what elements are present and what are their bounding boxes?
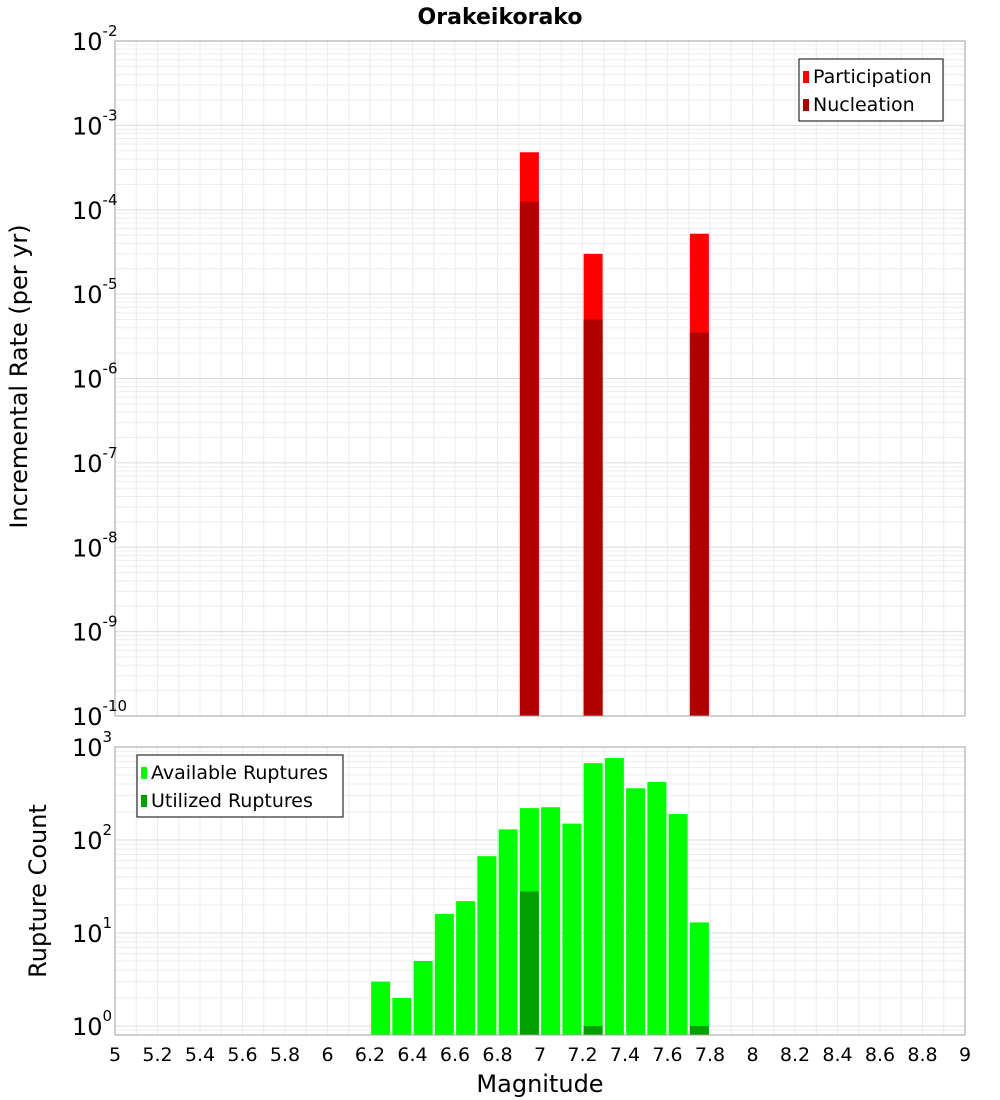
magnitude-x-ticks: 5 5.2 5.4 5.6 5.8 6 6.2 6.4 6.6 6.8 7 7.2 7.4 7.6 7.8 8… — [109, 1044, 971, 1066]
rate-bar-nucleation — [519, 201, 539, 716]
magnitude-x-tick-label: 7 — [534, 1044, 546, 1066]
rate-y-tick-label: 10-3 — [72, 106, 118, 140]
count-bar-available-ruptures — [647, 782, 667, 1035]
rate-bar-nucleation — [689, 332, 709, 716]
count-bar-available-ruptures — [626, 788, 646, 1035]
rate-plot-frame — [114, 40, 966, 717]
count-bar-available-ruptures — [668, 814, 688, 1035]
rate-y-axis-label: Incremental Rate (per yr) — [5, 224, 33, 528]
count-bar-available-ruptures — [604, 758, 624, 1035]
magnitude-x-tick-label: 7.8 — [695, 1044, 725, 1066]
count-y-ticks: 100 101 102 103 — [72, 728, 112, 1041]
magnitude-x-tick-label: 7.2 — [567, 1044, 597, 1066]
count-legend-box — [136, 754, 344, 818]
rate-legend: Participation Nucleation — [798, 58, 944, 122]
count-bar-available-ruptures — [562, 823, 582, 1035]
count-bar-available-ruptures — [371, 981, 391, 1035]
count-y-axis-label: Rupture Count — [24, 804, 52, 978]
magnitude-x-tick-label: 8 — [746, 1044, 758, 1066]
rate-grid — [114, 40, 966, 717]
magnitude-x-tick-label: 8.8 — [907, 1044, 937, 1066]
rate-y-tick-label: 10-5 — [72, 275, 118, 309]
count-y-tick-label: 103 — [72, 728, 112, 762]
count-bar-available-ruptures — [456, 901, 476, 1035]
magnitude-x-tick-label: 9 — [959, 1044, 971, 1066]
count-y-tick-label: 101 — [72, 914, 112, 948]
chart-title: Orakeikorako — [418, 5, 583, 30]
magnitude-x-tick-label: 5 — [109, 1044, 121, 1066]
count-bar-utilized-ruptures — [583, 1025, 603, 1035]
rate-y-tick-label: 10-4 — [72, 191, 118, 225]
count-y-tick-label: 102 — [72, 821, 112, 855]
rate-legend-label: Participation — [813, 66, 932, 88]
rate-bar-nucleation — [583, 319, 603, 716]
magnitude-x-tick-label: 5.2 — [142, 1044, 172, 1066]
count-bar-available-ruptures — [434, 914, 454, 1035]
rate-legend-box — [798, 58, 944, 122]
rate-legend-label: Nucleation — [813, 94, 915, 116]
magnitude-x-tick-label: 6.4 — [397, 1044, 427, 1066]
magnitude-x-tick-label: 8.2 — [780, 1044, 810, 1066]
rate-y-tick-label: 10-10 — [72, 697, 127, 731]
count-bars — [371, 758, 709, 1035]
rate-y-tick-label: 10-9 — [72, 613, 118, 647]
rate-y-tick-label: 10-6 — [72, 360, 118, 394]
rate-bars — [519, 152, 709, 716]
magnitude-x-tick-label: 7.6 — [652, 1044, 682, 1066]
magnitude-x-tick-label: 6.8 — [482, 1044, 512, 1066]
rate-legend-swatch — [803, 99, 809, 111]
count-bar-available-ruptures — [583, 763, 603, 1035]
count-bar-available-ruptures — [477, 856, 497, 1035]
magnitude-x-tick-label: 6.6 — [440, 1044, 470, 1066]
magnitude-x-tick-label: 5.4 — [185, 1044, 215, 1066]
rate-y-tick-label: 10-7 — [72, 444, 118, 478]
count-legend: Available Ruptures Utilized Ruptures — [136, 754, 344, 818]
count-bar-utilized-ruptures — [519, 891, 539, 1035]
magnitude-x-tick-label: 5.8 — [270, 1044, 300, 1066]
rate-legend-swatch — [803, 71, 809, 83]
count-panel: 100 101 102 103 5 5.2 5.4 5.6 5.8 6 6.2 6.4 6.6 6.8 7… — [24, 728, 971, 1098]
magnitude-x-tick-label: 6 — [321, 1044, 333, 1066]
count-legend-swatch — [141, 795, 147, 807]
magnitude-x-tick-label: 8.6 — [865, 1044, 895, 1066]
x-axis-label: Magnitude — [476, 1070, 603, 1098]
count-bar-available-ruptures — [498, 829, 518, 1035]
rate-y-ticks: 10-10 10-9 10-8 10-7 10-6 10-5 10-4 10-3 10-2 — [72, 22, 127, 731]
magnitude-x-tick-label: 5.6 — [227, 1044, 257, 1066]
count-plot-frame — [114, 746, 966, 1036]
count-y-tick-label: 100 — [72, 1007, 112, 1041]
count-legend-label: Utilized Ruptures — [151, 790, 313, 812]
magnitude-x-tick-label: 7.4 — [610, 1044, 640, 1066]
count-legend-label: Available Ruptures — [151, 762, 328, 784]
count-legend-swatch — [141, 767, 147, 779]
magnitude-x-tick-label: 6.2 — [355, 1044, 385, 1066]
magnitude-x-tick-label: 8.4 — [822, 1044, 852, 1066]
rate-panel: 10-10 10-9 10-8 10-7 10-6 10-5 10-4 10-3 10-2 Or… — [5, 5, 966, 731]
count-bar-available-ruptures — [413, 960, 433, 1035]
count-bar-available-ruptures — [689, 922, 709, 1035]
count-bar-utilized-ruptures — [689, 1025, 709, 1035]
count-bar-available-ruptures — [392, 997, 412, 1035]
rate-y-tick-label: 10-2 — [72, 22, 118, 56]
count-bar-available-ruptures — [541, 807, 561, 1035]
rate-y-tick-label: 10-8 — [72, 528, 118, 562]
